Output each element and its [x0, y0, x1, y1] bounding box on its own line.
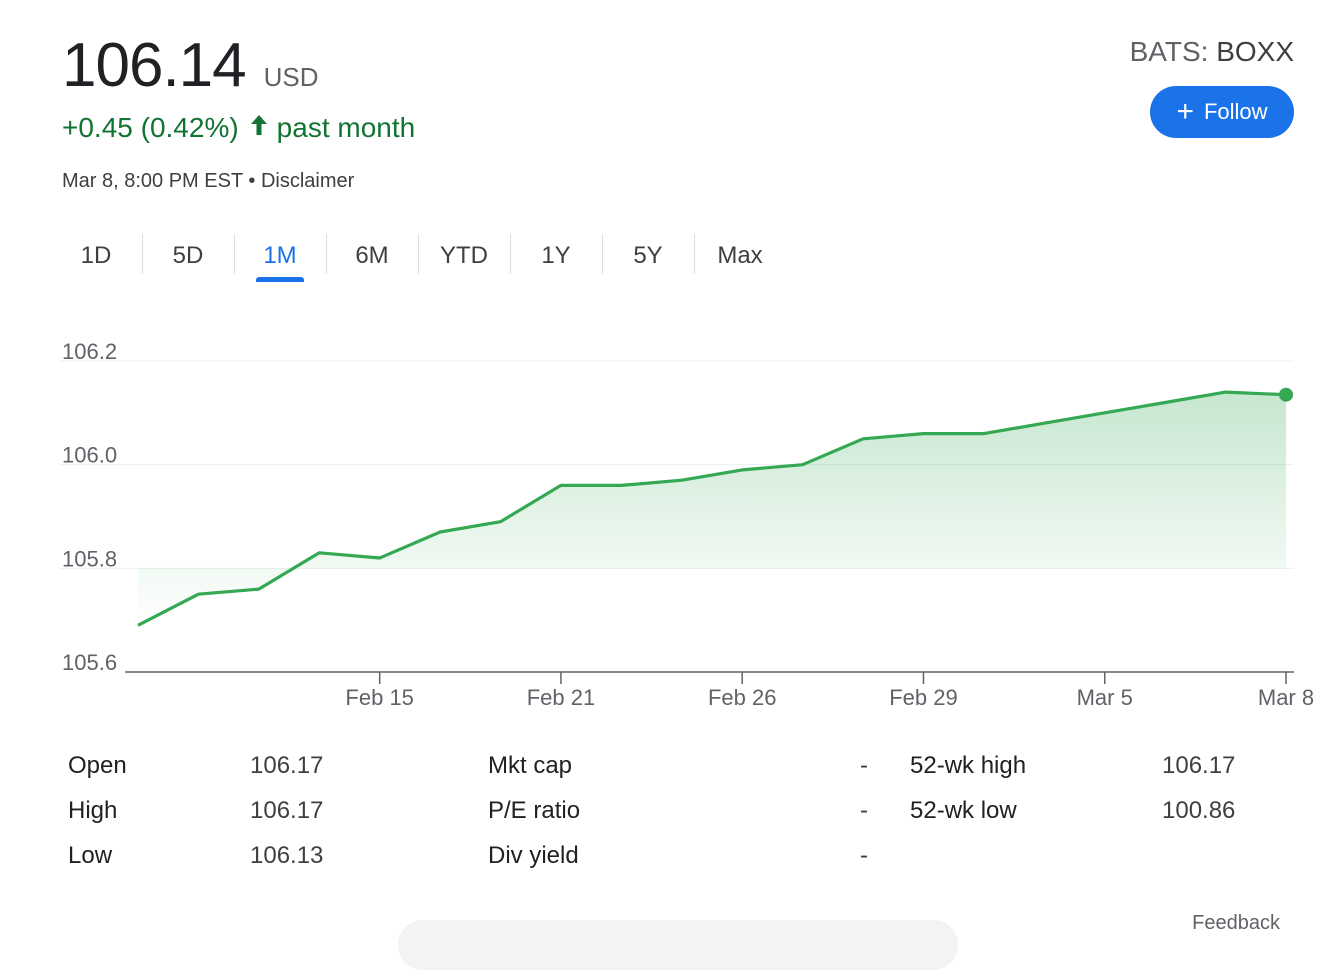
stat-label: 52-wk high [910, 752, 1027, 779]
tab-label: 1Y [541, 242, 571, 269]
x-tick-label: Mar 5 [1077, 685, 1133, 710]
ticker-label: BATS: BOXX [1130, 36, 1294, 68]
tab-label: 5D [172, 242, 204, 269]
change-value: +0.45 (0.42%) [62, 112, 239, 143]
tab-label: 1M [263, 242, 297, 269]
y-axis: 105.6 105.8 106.0 106.2 [62, 339, 117, 675]
exchange-name: BATS: [1129, 36, 1209, 67]
stat-label: Low [68, 842, 113, 869]
tab-1y[interactable]: 1Y [510, 226, 602, 286]
stat-value: - [860, 797, 868, 824]
tab-5y[interactable]: 5Y [602, 226, 694, 286]
y-tick-label: 105.6 [62, 650, 117, 675]
quote-timestamp: Mar 8, 8:00 PM EST [62, 170, 243, 192]
follow-button-label: Follow [1203, 99, 1268, 124]
price-area [138, 392, 1286, 626]
x-tick-label: Feb 26 [708, 685, 777, 710]
stat-value: - [860, 752, 868, 779]
tab-label: YTD [440, 242, 488, 269]
x-axis: Feb 15 Feb 21 Feb 26 Feb 29 Mar 5 Mar 8 [345, 672, 1314, 710]
current-price: 106.14 [62, 31, 247, 100]
stat-label: High [68, 797, 118, 824]
y-tick-label: 105.8 [62, 546, 117, 571]
last-price-point [1279, 387, 1293, 402]
quote-meta: Mar 8, 8:00 PM EST • Disclaimer [62, 170, 354, 193]
tab-label: Max [717, 242, 763, 269]
stat-label: 52-wk low [910, 797, 1017, 824]
tab-1d[interactable]: 1D [50, 226, 142, 286]
stat-label: P/E ratio [488, 797, 581, 824]
x-tick-label: Feb 15 [345, 685, 414, 710]
stat-label: Open [68, 752, 127, 779]
stat-value: - [860, 842, 868, 869]
bottom-search-bar[interactable] [398, 920, 958, 970]
stat-value: 106.17 [1162, 752, 1236, 779]
y-tick-label: 106.2 [62, 339, 117, 364]
price-change: +0.45 (0.42%) past month [62, 112, 415, 144]
stat-label: Mkt cap [488, 752, 573, 779]
plus-icon: + [1176, 95, 1194, 128]
tab-label: 6M [355, 242, 389, 269]
disclaimer-link[interactable]: Disclaimer [260, 170, 355, 192]
change-period: past month [276, 112, 416, 143]
stat-label: Div yield [488, 842, 579, 869]
x-tick-label: Mar 8 [1258, 685, 1314, 710]
tab-6m[interactable]: 6M [326, 226, 418, 286]
tab-5d[interactable]: 5D [142, 226, 234, 286]
tab-1m[interactable]: 1M [234, 226, 326, 286]
x-tick-label: Feb 21 [527, 685, 596, 710]
y-tick-label: 106.0 [62, 443, 117, 468]
tab-max[interactable]: Max [694, 226, 786, 286]
stat-value: 106.17 [250, 797, 324, 824]
stat-value: 100.86 [1162, 797, 1236, 824]
feedback-link[interactable]: Feedback [1192, 912, 1280, 934]
tab-label: 5Y [633, 242, 663, 269]
currency-label: USD [263, 62, 319, 92]
x-tick-label: Feb 29 [889, 685, 958, 710]
stat-value: 106.13 [250, 842, 324, 869]
stat-value: 106.17 [250, 752, 324, 779]
follow-button[interactable]: + Follow [1150, 86, 1294, 138]
price-header: 106.14 USD [62, 30, 319, 101]
tab-label: 1D [80, 242, 112, 269]
arrow-up-icon [249, 114, 269, 143]
meta-separator: • [248, 170, 256, 192]
range-tabs: 1D 5D 1M 6M YTD 1Y 5Y Max [50, 226, 786, 286]
ticker-symbol: BOXX [1216, 36, 1294, 67]
price-line [137, 390, 1287, 627]
tab-ytd[interactable]: YTD [418, 226, 510, 286]
